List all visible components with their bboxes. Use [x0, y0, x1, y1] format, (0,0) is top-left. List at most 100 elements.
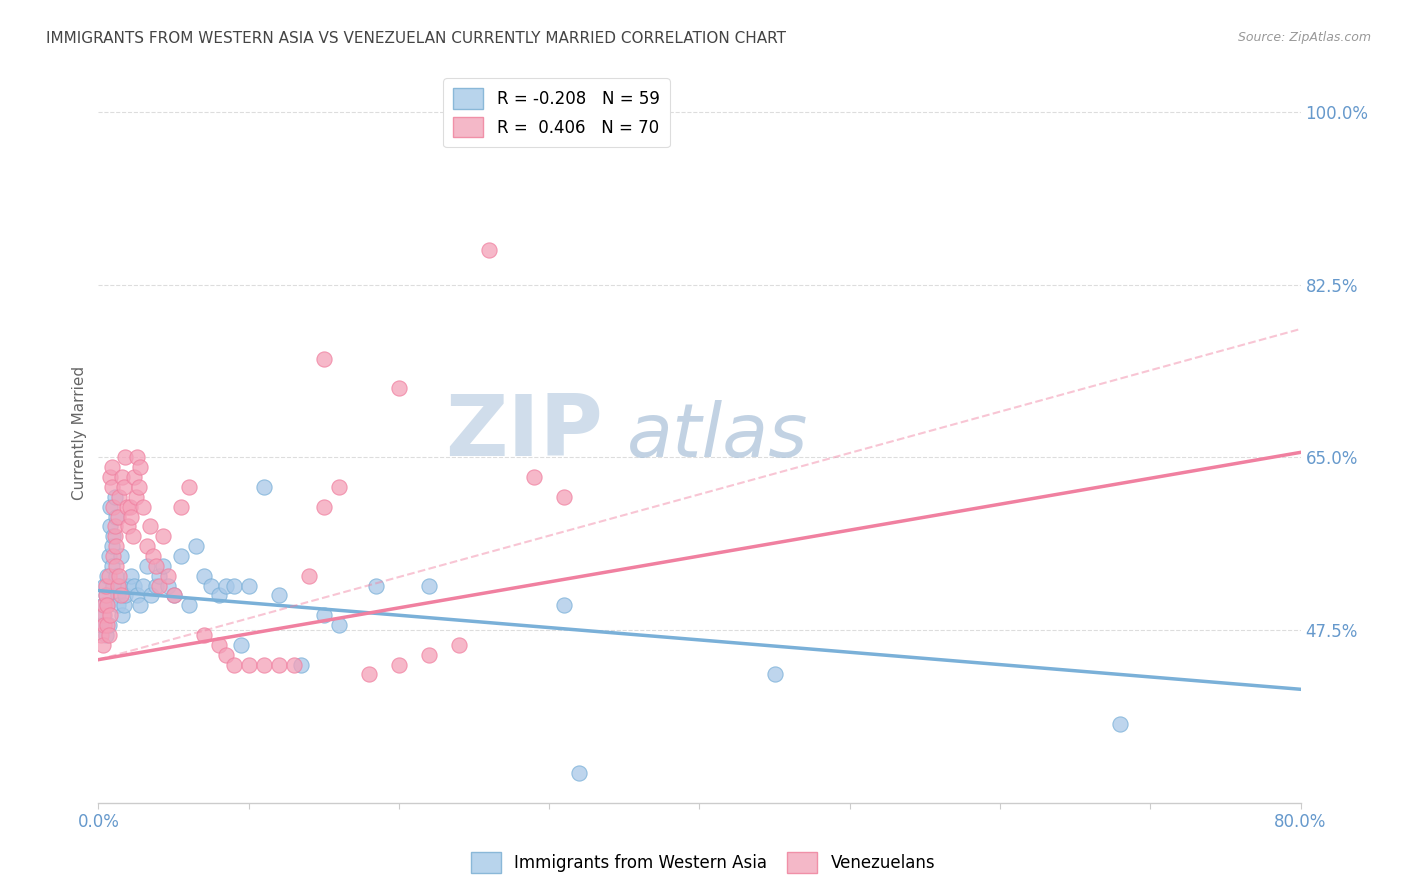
Point — [101, 480, 124, 494]
Point — [100, 500, 122, 514]
Point — [418, 579, 440, 593]
Point — [132, 500, 155, 514]
Point — [103, 500, 125, 514]
Point — [135, 539, 157, 553]
Point — [108, 568, 131, 582]
Point — [312, 608, 335, 623]
Point — [103, 549, 125, 563]
Point — [115, 500, 138, 514]
Point — [141, 549, 163, 563]
Point — [105, 558, 128, 573]
Point — [100, 470, 122, 484]
Point — [312, 500, 335, 514]
Point — [107, 509, 129, 524]
Point — [105, 509, 128, 524]
Text: Source: ZipAtlas.com: Source: ZipAtlas.com — [1237, 31, 1371, 45]
Point — [105, 568, 128, 582]
Point — [162, 589, 184, 603]
Point — [568, 766, 591, 780]
Point — [200, 579, 222, 593]
Point — [267, 589, 290, 603]
Point — [121, 509, 143, 524]
Point — [114, 589, 136, 603]
Point — [328, 480, 350, 494]
Point — [96, 599, 118, 613]
Point — [478, 243, 501, 257]
Point — [117, 579, 139, 593]
Point — [124, 470, 146, 484]
Point — [267, 657, 290, 672]
Point — [125, 490, 148, 504]
Point — [128, 480, 150, 494]
Point — [97, 618, 120, 632]
Point — [127, 589, 149, 603]
Point — [114, 450, 136, 465]
Point — [91, 599, 114, 613]
Point — [112, 599, 135, 613]
Point — [97, 628, 120, 642]
Point — [103, 579, 125, 593]
Point — [148, 568, 170, 582]
Point — [103, 529, 125, 543]
Point — [312, 351, 335, 366]
Point — [162, 589, 184, 603]
Point — [222, 579, 245, 593]
Point — [388, 381, 411, 395]
Point — [101, 460, 124, 475]
Point — [132, 579, 155, 593]
Text: atlas: atlas — [627, 401, 808, 473]
Point — [129, 599, 152, 613]
Point — [101, 539, 124, 553]
Point — [104, 490, 127, 504]
Point — [763, 667, 786, 681]
Point — [112, 480, 135, 494]
Point — [238, 657, 260, 672]
Point — [156, 579, 179, 593]
Point — [93, 579, 115, 593]
Point — [96, 599, 118, 613]
Point — [96, 618, 118, 632]
Text: ZIP: ZIP — [446, 391, 603, 475]
Point — [170, 549, 193, 563]
Point — [96, 568, 118, 582]
Point — [177, 599, 200, 613]
Point — [170, 500, 193, 514]
Point — [135, 558, 157, 573]
Point — [238, 579, 260, 593]
Legend: R = -0.208   N = 59, R =  0.406   N = 70: R = -0.208 N = 59, R = 0.406 N = 70 — [443, 78, 669, 147]
Point — [93, 618, 115, 632]
Point — [117, 519, 139, 533]
Point — [104, 529, 127, 543]
Point — [107, 589, 129, 603]
Point — [105, 539, 128, 553]
Point — [208, 589, 231, 603]
Point — [124, 579, 146, 593]
Point — [93, 599, 115, 613]
Point — [122, 529, 145, 543]
Point — [357, 667, 380, 681]
Point — [1109, 716, 1132, 731]
Point — [90, 628, 112, 642]
Point — [447, 638, 470, 652]
Point — [107, 599, 129, 613]
Point — [283, 657, 305, 672]
Point — [523, 470, 546, 484]
Point — [184, 539, 207, 553]
Point — [127, 450, 149, 465]
Point — [94, 589, 117, 603]
Point — [108, 490, 131, 504]
Point — [553, 490, 575, 504]
Point — [231, 638, 253, 652]
Y-axis label: Currently Married: Currently Married — [72, 366, 87, 500]
Point — [553, 599, 575, 613]
Point — [97, 549, 120, 563]
Point — [145, 558, 167, 573]
Point — [108, 579, 131, 593]
Point — [138, 519, 160, 533]
Point — [253, 480, 276, 494]
Point — [91, 608, 114, 623]
Point — [101, 558, 124, 573]
Point — [208, 638, 231, 652]
Point — [215, 648, 238, 662]
Point — [152, 529, 174, 543]
